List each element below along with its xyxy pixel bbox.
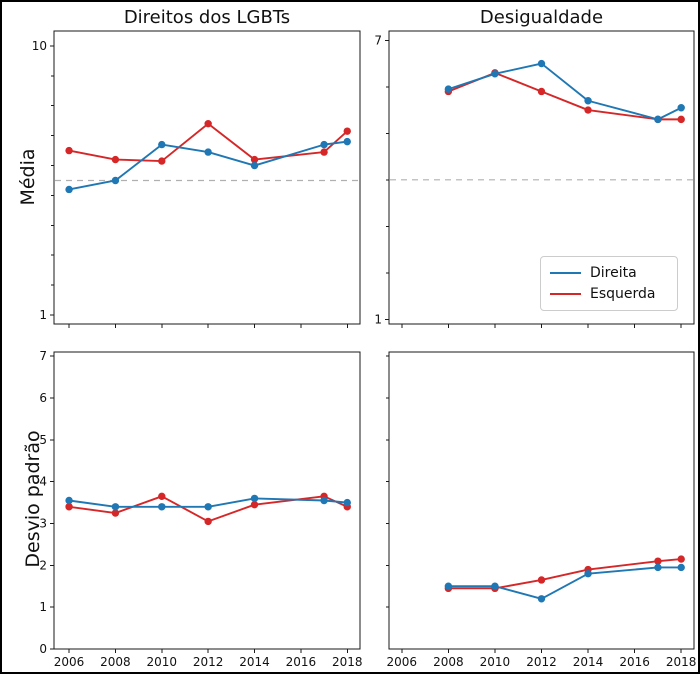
data-point-direita-2018	[343, 137, 351, 146]
data-point-direita-2014	[584, 97, 592, 105]
plot-box	[388, 351, 695, 650]
y-tick-label: 4	[39, 475, 47, 489]
legend-item-direita: Direita	[550, 265, 668, 281]
data-point-direita-2012	[537, 595, 546, 603]
data-point-direita-2018	[343, 498, 351, 507]
data-point-direita-2008	[111, 176, 120, 185]
x-tick-label: 2010	[147, 655, 178, 669]
x-tick-label: 2012	[193, 655, 224, 669]
x-tick-label: 2016	[619, 655, 650, 669]
y-tick-label: 3	[39, 517, 47, 531]
data-point-esquerda-2008	[111, 155, 120, 164]
data-point-direita-2014	[250, 494, 259, 503]
data-point-direita-2006	[65, 185, 73, 194]
legend: Direita Esquerda	[540, 256, 678, 311]
x-tick-label: 2008	[433, 655, 464, 669]
data-point-esquerda-2012	[537, 87, 546, 96]
legend-line-esquerda	[550, 293, 581, 296]
x-tick-label: 2014	[239, 655, 270, 669]
data-point-esquerda-2014	[250, 500, 259, 509]
data-point-esquerda-2012	[204, 517, 212, 526]
data-point-esquerda-2012	[537, 576, 546, 584]
x-tick-label: 2018	[332, 655, 363, 669]
data-point-direita-2017	[654, 115, 662, 124]
x-tick-label: 2008	[100, 655, 131, 669]
x-tick-label: 2006	[54, 655, 85, 669]
legend-label-esquerda: Esquerda	[590, 286, 656, 303]
data-point-esquerda-2017	[320, 148, 328, 156]
data-point-direita-2010	[158, 140, 166, 149]
data-point-esquerda-2017	[654, 557, 662, 565]
data-point-direita-2010	[491, 70, 499, 78]
data-point-esquerda-2018	[677, 115, 685, 124]
data-point-direita-2017	[654, 563, 662, 572]
data-point-esquerda-2018	[677, 555, 685, 563]
data-point-direita-2012	[204, 148, 212, 156]
legend-line-direita	[550, 271, 581, 274]
data-point-esquerda-2010	[158, 492, 166, 501]
chart-desigualdade-media: 17	[374, 30, 695, 328]
x-tick-label: 2012	[526, 655, 557, 669]
legend-label-direita: Direita	[590, 264, 637, 281]
series-line-esquerda	[447, 71, 683, 121]
data-point-esquerda-2014	[250, 155, 259, 164]
data-point-direita-2017	[320, 140, 328, 149]
chart-title-direitos-lgbts: Direitos dos LGBTs	[123, 7, 291, 28]
x-tick-label: 2014	[573, 655, 604, 669]
chart-direitos-lgbts-desvio-padrao: 2006 2008 2010 2012 2014 2016 2018 0 1 2 3 4 5 6 7	[39, 349, 362, 669]
data-point-direita-2010	[158, 503, 166, 511]
plot-box	[53, 30, 361, 325]
y-axis-label-media: Média	[17, 148, 39, 206]
y-tick-label: 7	[39, 349, 47, 363]
y-tick-label: 1	[39, 600, 47, 614]
data-point-direita-2012	[537, 59, 546, 68]
plot-box	[388, 30, 695, 325]
x-tick-label: 2018	[666, 655, 697, 669]
x-tick-label: 2010	[480, 655, 511, 669]
series-line-direita	[447, 62, 683, 121]
data-point-esquerda-2014	[584, 106, 592, 114]
data-point-direita-2012	[204, 503, 212, 511]
data-point-direita-2010	[491, 582, 499, 590]
data-point-direita-2008	[111, 503, 120, 511]
plot-box	[53, 351, 361, 650]
data-point-direita-2014	[250, 161, 259, 170]
data-point-esquerda-2006	[65, 503, 73, 511]
y-tick-label: 5	[39, 433, 47, 447]
data-point-esquerda-2008	[111, 509, 120, 517]
data-point-direita-2008	[444, 85, 453, 93]
y-tick-label: 7	[374, 33, 382, 47]
data-point-esquerda-2006	[65, 146, 73, 155]
data-point-direita-2014	[584, 570, 592, 578]
data-point-direita-2006	[65, 496, 73, 505]
y-tick-label: 10	[32, 39, 47, 53]
y-axis-label-desvio-padrao: Desvio padrão	[22, 430, 44, 568]
data-point-esquerda-2010	[158, 157, 166, 165]
y-tick-label: 6	[39, 391, 47, 405]
data-point-direita-2017	[320, 496, 328, 505]
y-tick-label: 2	[39, 558, 47, 572]
x-tick-label: 2016	[286, 655, 317, 669]
data-point-direita-2018	[677, 563, 685, 572]
series-line-esquerda	[447, 558, 683, 590]
x-tick-label: 2006	[387, 655, 418, 669]
chart-title-desigualdade: Desigualdade	[479, 7, 604, 28]
data-point-esquerda-2012	[204, 119, 212, 128]
series-line-direita	[447, 566, 683, 600]
data-point-direita-2018	[677, 104, 685, 112]
chart-direitos-lgbts-media: 1 10	[32, 30, 361, 328]
chart-desigualdade-desvio-padrao: 2006 2008 2010 2012 2014 2016 2018	[386, 351, 697, 669]
y-tick-label: 0	[39, 642, 47, 656]
y-tick-label: 1	[39, 308, 47, 322]
data-point-esquerda-2018	[343, 127, 351, 135]
legend-item-esquerda: Esquerda	[550, 286, 668, 302]
data-point-direita-2008	[444, 582, 453, 590]
y-tick-label: 1	[374, 312, 382, 326]
